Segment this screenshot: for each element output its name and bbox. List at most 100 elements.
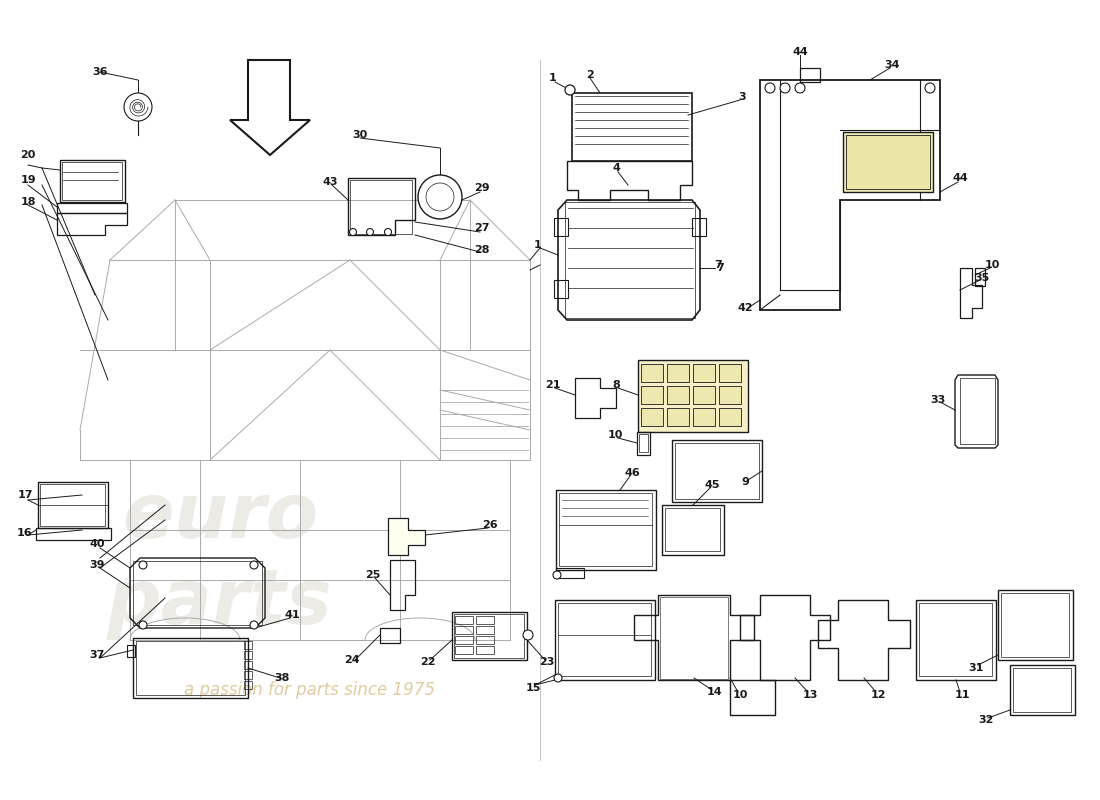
Bar [452, 612, 527, 660]
Text: 7: 7 [714, 260, 722, 270]
Bar [455, 626, 473, 634]
Circle shape [553, 571, 561, 579]
Text: 16: 16 [18, 528, 33, 538]
Text: 34: 34 [884, 60, 900, 70]
Text: 17: 17 [18, 490, 33, 500]
Bar [556, 600, 654, 680]
Text: 23: 23 [539, 657, 554, 667]
Text: 44: 44 [792, 47, 807, 57]
Bar [476, 626, 494, 634]
Bar [662, 505, 724, 555]
Bar [572, 93, 692, 161]
Bar [675, 443, 759, 499]
Text: 22: 22 [420, 657, 436, 667]
Text: 28: 28 [474, 245, 490, 255]
Bar [693, 364, 715, 382]
Text: 32: 32 [978, 715, 993, 725]
Bar [1010, 665, 1075, 715]
Text: 20: 20 [20, 150, 35, 160]
Text: 46: 46 [624, 468, 640, 478]
Bar [641, 408, 663, 426]
Text: 12: 12 [870, 690, 886, 700]
Text: 21: 21 [546, 380, 561, 390]
Bar [556, 490, 656, 570]
Text: 40: 40 [89, 539, 104, 549]
Circle shape [795, 83, 805, 93]
Bar [719, 408, 741, 426]
Bar [455, 646, 473, 654]
Text: 30: 30 [352, 130, 367, 140]
Bar [554, 280, 568, 298]
Bar [350, 180, 412, 234]
Circle shape [139, 621, 147, 629]
Text: 19: 19 [20, 175, 36, 185]
Text: 43: 43 [322, 177, 338, 187]
Polygon shape [230, 60, 310, 155]
Text: 8: 8 [612, 380, 620, 390]
Text: 44: 44 [953, 173, 968, 183]
Bar [559, 493, 652, 566]
Circle shape [522, 630, 534, 640]
Bar [379, 628, 400, 643]
Text: euro
parts: euro parts [107, 480, 333, 640]
Text: 10: 10 [733, 690, 748, 700]
Bar [136, 641, 245, 695]
Text: 4: 4 [612, 163, 620, 173]
Bar [660, 597, 728, 679]
Text: 11: 11 [955, 690, 970, 700]
Bar [672, 440, 762, 502]
Text: 38: 38 [274, 673, 289, 683]
Text: 2: 2 [586, 70, 594, 80]
Bar [639, 434, 648, 452]
Text: 45: 45 [704, 480, 719, 490]
Bar [57, 203, 126, 213]
Text: 14: 14 [706, 687, 722, 697]
Bar [60, 160, 125, 202]
Bar [641, 364, 663, 382]
Bar [476, 636, 494, 644]
Bar [693, 386, 715, 404]
Circle shape [385, 229, 392, 235]
Bar [455, 636, 473, 644]
Text: 3: 3 [738, 92, 746, 102]
Text: 29: 29 [474, 183, 490, 193]
Text: 1: 1 [549, 73, 557, 83]
Bar [126, 645, 135, 657]
Bar [975, 268, 984, 286]
Text: 26: 26 [482, 520, 498, 530]
Text: 37: 37 [89, 650, 104, 660]
Circle shape [250, 621, 258, 629]
Bar [556, 568, 584, 578]
Bar [40, 484, 104, 526]
Circle shape [418, 175, 462, 219]
Bar [667, 408, 689, 426]
Bar [730, 680, 776, 715]
Bar [36, 528, 111, 540]
Bar [554, 218, 568, 236]
Bar [998, 590, 1072, 660]
Circle shape [250, 561, 258, 569]
Text: 31: 31 [968, 663, 983, 673]
Text: 39: 39 [89, 560, 104, 570]
Bar [918, 603, 992, 676]
Text: 33: 33 [931, 395, 946, 405]
Text: 9: 9 [741, 477, 749, 487]
Bar [455, 616, 473, 624]
Bar [638, 360, 748, 432]
Bar [39, 482, 108, 528]
Circle shape [124, 93, 152, 121]
Bar [454, 614, 524, 658]
Text: a passion for parts since 1975: a passion for parts since 1975 [185, 681, 436, 699]
Bar [244, 671, 252, 679]
Bar [843, 132, 933, 192]
Text: 35: 35 [975, 273, 990, 283]
Text: 15: 15 [526, 683, 541, 693]
Text: 24: 24 [344, 655, 360, 665]
Circle shape [565, 85, 575, 95]
Text: 1: 1 [535, 240, 542, 250]
Circle shape [366, 229, 374, 235]
Bar [667, 364, 689, 382]
Bar [244, 651, 252, 659]
Circle shape [780, 83, 790, 93]
Circle shape [554, 674, 562, 682]
